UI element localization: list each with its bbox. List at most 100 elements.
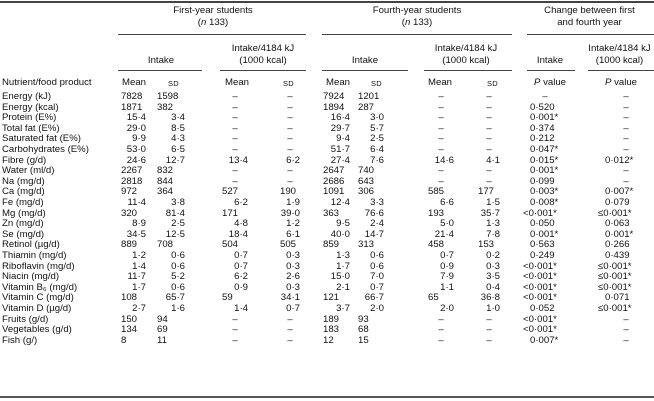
sd-fourth-per-energy: – xyxy=(486,122,492,134)
mean-first-per-energy: 0·9 xyxy=(234,281,248,293)
rule xyxy=(322,34,512,35)
sd-fourth-intake: 14·7 xyxy=(364,228,384,240)
n-label: n xyxy=(200,17,207,28)
rule xyxy=(588,70,654,71)
mean-fourth-intake: 2·1 xyxy=(336,281,350,293)
sd-first-intake: 382 xyxy=(157,101,174,113)
mean-first-per-energy: – xyxy=(232,165,238,177)
sd-fourth-intake: 0·6 xyxy=(370,250,384,261)
subhead-per-energy: Intake/4184 kJ xyxy=(231,43,295,54)
sd-fourth-per-energy: 0·4 xyxy=(486,281,500,293)
sd-fourth-per-energy: 0·3 xyxy=(486,260,500,272)
mean-first-intake: 2267 xyxy=(121,165,143,177)
sd-fourth-intake: 287 xyxy=(358,101,375,113)
mean-first-per-energy: – xyxy=(232,112,238,124)
group-change: Change between first xyxy=(544,5,635,16)
mean-fourth-per-energy: 5·0 xyxy=(440,218,454,230)
p-value-intake: <0·001* xyxy=(523,313,557,325)
mean-fourth-intake: 1091 xyxy=(323,186,345,198)
sd-first-per-energy: – xyxy=(287,122,293,134)
nutrient-name: Vegetables (g/d) xyxy=(2,324,72,336)
mean-first-per-energy: – xyxy=(232,122,238,134)
mean-fourth-intake: 7924 xyxy=(323,91,345,102)
p-value-intake: 0·007* xyxy=(530,334,559,346)
p-value-label: value xyxy=(614,77,637,88)
sd-fourth-intake: 740 xyxy=(358,165,375,177)
mean-fourth-intake: 2647 xyxy=(323,165,345,177)
mean-fourth-intake: 51·7 xyxy=(330,144,350,155)
mean-header: Mean xyxy=(122,77,146,88)
mean-first-intake: 320 xyxy=(121,207,138,219)
p-value-intake: <0·001* xyxy=(523,207,557,219)
p-value-per-energy: – xyxy=(623,175,629,187)
sd-first-per-energy: 0·3 xyxy=(286,281,300,293)
sd-first-intake: 708 xyxy=(157,239,174,251)
mean-fourth-per-energy: – xyxy=(438,112,444,124)
sd-fourth-intake: 3·3 xyxy=(370,197,384,208)
mean-first-per-energy: – xyxy=(232,324,238,336)
p-value-intake: <0·001* xyxy=(523,271,557,283)
mean-first-per-energy: 171 xyxy=(222,207,239,219)
p-value-intake: 0·001* xyxy=(530,165,559,177)
mean-first-per-energy: 0·7 xyxy=(234,250,248,261)
sd-fourth-intake: 2·0 xyxy=(370,303,384,314)
mean-fourth-intake: 12 xyxy=(323,334,334,346)
mean-first-intake: 8 xyxy=(121,334,127,346)
nutrient-name: Thiamin (mg/d) xyxy=(2,250,67,261)
mean-first-intake: 1·2 xyxy=(132,250,146,261)
sd-fourth-per-energy: 1·0 xyxy=(486,303,500,314)
mean-first-intake: 2818 xyxy=(121,175,143,187)
mean-first-per-energy: 59 xyxy=(222,292,233,304)
bottom-rule xyxy=(0,396,654,398)
mean-fourth-intake: 121 xyxy=(323,292,340,304)
sd-fourth-intake: 5·7 xyxy=(370,122,384,134)
p-value-intake: 0·008* xyxy=(530,197,559,208)
mean-first-per-energy: – xyxy=(232,313,238,325)
mean-fourth-intake: 40·0 xyxy=(330,228,350,240)
mean-first-per-energy: – xyxy=(232,334,238,346)
nutrient-name: Na (mg/d) xyxy=(2,175,45,187)
mean-first-intake: 24·6 xyxy=(126,154,146,166)
sd-fourth-per-energy: 36·8 xyxy=(480,292,500,304)
mean-fourth-intake: 27·4 xyxy=(330,154,350,166)
sd-fourth-intake: 6·4 xyxy=(370,144,384,155)
mean-fourth-per-energy: – xyxy=(438,101,444,113)
mean-fourth-intake: 363 xyxy=(323,207,340,219)
p-value-label: value xyxy=(543,77,566,88)
sd-first-intake: 12·5 xyxy=(165,228,185,240)
p-value-header: P value xyxy=(525,77,575,88)
nutrient-name: Saturated fat (E%) xyxy=(2,133,81,145)
sd-first-per-energy: 6·1 xyxy=(286,228,300,240)
sd-fourth-per-energy: 153 xyxy=(478,239,495,251)
sd-fourth-per-energy: 0·2 xyxy=(486,250,500,261)
sd-first-intake: 6·5 xyxy=(171,144,185,155)
mean-first-per-energy: 1·4 xyxy=(234,303,248,314)
sd-fourth-intake: 306 xyxy=(358,186,375,198)
mean-fourth-per-energy: – xyxy=(438,165,444,177)
nutrient-name: Se (mg/d) xyxy=(2,228,45,240)
mean-fourth-per-energy: 1·1 xyxy=(440,281,454,293)
sd-first-per-energy: 190 xyxy=(280,186,297,198)
sd-fourth-per-energy: – xyxy=(486,175,492,187)
sd-first-per-energy: 1·9 xyxy=(286,197,300,208)
nutrient-name: Carbohydrates (E%) xyxy=(2,144,89,155)
p-value-per-energy: 0·012* xyxy=(605,154,634,166)
mean-fourth-intake: 9·4 xyxy=(336,133,350,145)
mean-first-intake: 11·4 xyxy=(127,197,147,208)
p-value-per-energy: ≤0·001* xyxy=(598,303,632,314)
group-first-year: First-year students xyxy=(173,5,253,16)
p-value-header: P value xyxy=(588,77,654,88)
sd-header: SD xyxy=(283,79,295,88)
nutrient-name: Energy (kJ) xyxy=(2,91,52,102)
sd-first-per-energy: 1·2 xyxy=(286,218,300,230)
mean-fourth-per-energy: 193 xyxy=(428,207,445,219)
p-value-intake: 0·050 xyxy=(530,218,555,230)
mean-fourth-per-energy: 0·7 xyxy=(440,250,454,261)
n-label: n xyxy=(404,17,411,28)
mean-first-intake: 150 xyxy=(121,313,138,325)
sd-first-per-energy: – xyxy=(287,144,293,155)
rule xyxy=(424,70,512,71)
sd-first-per-energy: – xyxy=(287,313,293,325)
group-first-year-n: (n 133) xyxy=(197,17,229,28)
sd-fourth-per-energy: – xyxy=(486,334,492,346)
